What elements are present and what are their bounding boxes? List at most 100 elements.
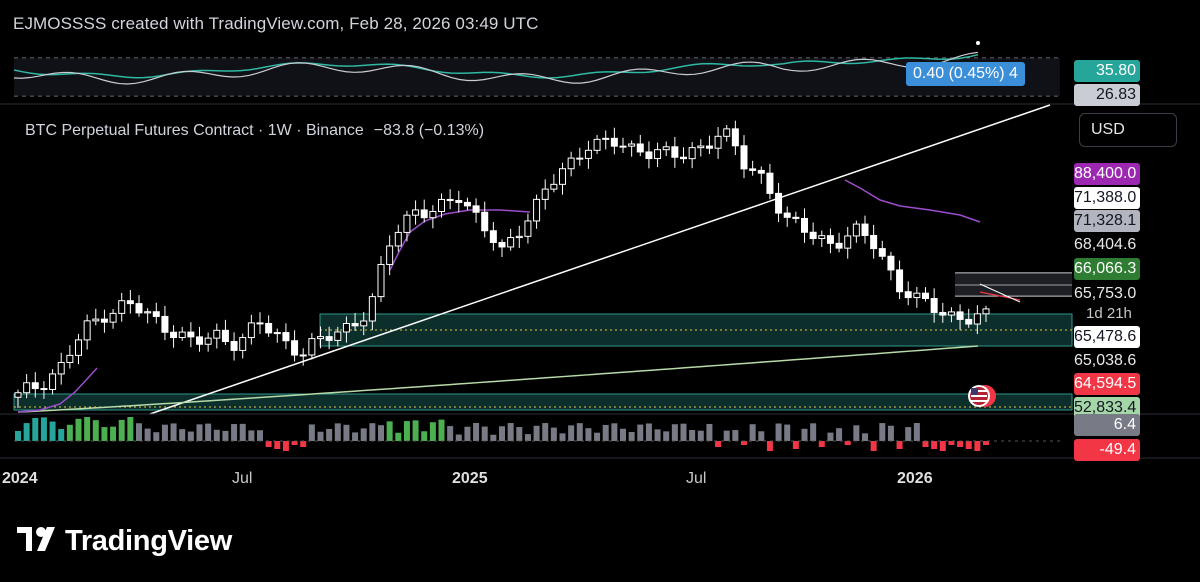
histogram-bar	[291, 441, 298, 445]
osc-label-top: 35.80	[1074, 60, 1140, 82]
price-label-5: 65,753.0	[1074, 285, 1137, 302]
histogram-bar	[974, 441, 981, 451]
candle-body	[377, 263, 385, 298]
histogram-bar	[187, 431, 194, 441]
histogram-bar	[40, 417, 47, 441]
histogram-bar	[559, 433, 566, 441]
histogram-bar	[334, 423, 341, 441]
candle-body	[844, 235, 852, 249]
candle-body	[31, 382, 39, 390]
histogram-bar	[818, 441, 825, 447]
histogram-bar	[948, 441, 955, 445]
candle-body	[965, 318, 973, 325]
histogram-bar	[983, 441, 989, 445]
price-label-2: 71,328.1	[1074, 210, 1140, 232]
x-tick-0: 2024	[2, 470, 38, 487]
indicator-dot	[976, 41, 980, 45]
candle-body	[835, 242, 843, 249]
histogram-bar	[490, 434, 497, 441]
histogram-bar	[550, 427, 557, 441]
histogram-bar	[931, 441, 938, 449]
candle-body	[956, 311, 964, 320]
oscillator-value-badge: 0.40 (0.45%) 4	[906, 62, 1025, 86]
candle-body	[152, 311, 160, 317]
projection-line-white	[979, 283, 1021, 303]
histogram-bar	[862, 433, 868, 441]
candle-body	[887, 255, 895, 271]
candle-body	[135, 303, 143, 314]
candle-body	[472, 205, 480, 213]
candle-body	[351, 323, 359, 327]
histogram-bar	[438, 419, 445, 441]
currency-selector[interactable]: USD	[1079, 113, 1177, 147]
histogram-bar	[15, 431, 21, 441]
histogram-bar	[542, 423, 549, 441]
histogram-bar	[913, 423, 920, 441]
histogram-bar	[689, 429, 696, 441]
candle-body	[230, 341, 238, 351]
x-tick-1: Jul	[232, 470, 253, 487]
candle-body	[757, 169, 765, 174]
histogram-bar	[879, 423, 886, 441]
candle-body	[749, 168, 757, 171]
candle-body	[299, 354, 307, 357]
candle-body	[429, 210, 437, 219]
histogram-bar	[32, 417, 39, 441]
candle-body	[368, 296, 376, 322]
candle-body	[904, 291, 912, 299]
histogram-bar	[671, 424, 678, 441]
histogram-bar	[23, 423, 30, 441]
candle-body	[446, 198, 454, 202]
candle-body	[922, 292, 929, 300]
histogram-bar	[801, 428, 808, 441]
histogram-bar	[317, 431, 324, 441]
histogram-bar	[939, 441, 946, 451]
histogram-bar	[836, 428, 843, 441]
candle-body	[412, 209, 420, 216]
demand-zone-lower	[13, 393, 1073, 411]
ema-line-early	[17, 367, 98, 413]
histogram-bar	[723, 430, 730, 441]
chart-attribution: EJMOSSSS created with TradingView.com, F…	[13, 14, 539, 33]
candle-body	[654, 149, 662, 160]
candle-body	[342, 323, 350, 333]
histogram-bar	[499, 426, 505, 441]
x-tick-4: 2026	[897, 470, 933, 487]
histogram-bar	[144, 428, 151, 441]
sma-200-line	[17, 345, 979, 413]
histogram-bar	[905, 427, 912, 441]
histogram-bar	[196, 424, 203, 441]
histogram-bar	[231, 424, 238, 441]
price-label-4: 66,066.3	[1074, 258, 1140, 280]
candle-body	[567, 157, 575, 170]
histogram-bar	[628, 432, 635, 441]
histogram-bar	[75, 418, 82, 441]
histogram-bar	[326, 428, 333, 441]
histogram-bar	[205, 423, 212, 441]
histogram-bar	[637, 424, 644, 441]
candle-body	[930, 298, 938, 313]
histogram-bar	[732, 430, 739, 441]
price-label-9: 52,833.4	[1074, 397, 1140, 419]
candle-body	[161, 315, 169, 333]
chart-title: BTC Perpetual Futures Contract · 1W · Bi…	[25, 122, 484, 140]
histogram-bar	[222, 430, 229, 441]
candle-body	[939, 311, 947, 316]
candle-body	[680, 156, 687, 160]
candle-body	[308, 338, 316, 356]
price-label-0: 88,400.0	[1074, 163, 1140, 185]
ema-line-late	[844, 179, 981, 223]
candle-body	[671, 146, 679, 158]
candle-body	[714, 135, 722, 149]
candle-body	[438, 198, 445, 212]
histogram-bar	[663, 431, 670, 441]
candle-body	[317, 336, 324, 340]
histogram-bar	[766, 441, 773, 451]
histogram-bar	[213, 429, 220, 441]
candle-body	[481, 211, 489, 232]
candle-body	[723, 128, 731, 137]
histogram-bar	[403, 421, 410, 441]
histogram-bar	[844, 441, 851, 445]
histogram-bar	[282, 441, 289, 451]
